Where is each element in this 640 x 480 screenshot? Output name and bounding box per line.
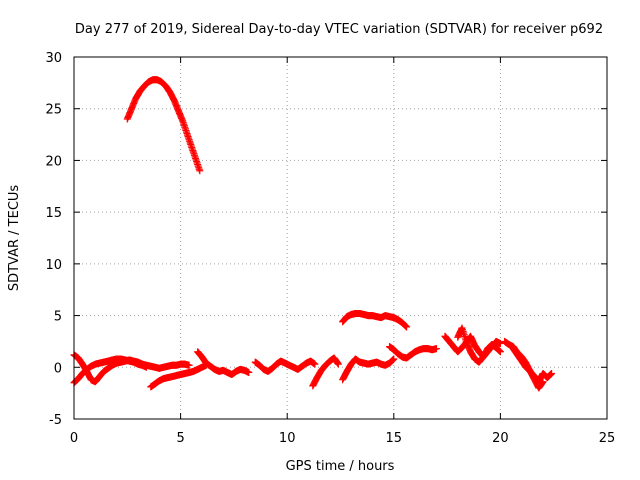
data-point: [403, 323, 411, 331]
data-point: [245, 368, 253, 376]
data-point: [548, 369, 556, 377]
y-tick-label: 25: [45, 103, 62, 118]
x-tick-label: 15: [386, 431, 403, 446]
x-tick-labels: 0 5 10 15 20 25: [70, 431, 615, 446]
y-tick-label: 20: [45, 154, 62, 169]
data-point: [496, 339, 504, 347]
data-points: [70, 76, 556, 392]
y-tick-label: 30: [45, 51, 62, 66]
y-tick-label: 0: [54, 361, 62, 376]
x-tick-label: 10: [279, 431, 296, 446]
x-axis-label: GPS time / hours: [286, 459, 395, 474]
data-point: [311, 360, 319, 368]
y-tick-labels: -5 0 5 10 15 20 25 30: [45, 51, 62, 428]
data-point: [142, 363, 150, 371]
x-tick-label: 0: [70, 431, 78, 446]
data-point: [496, 348, 504, 356]
y-tick-label: 5: [54, 310, 62, 325]
axis-ticks: [73, 56, 608, 420]
x-tick-label: 5: [176, 431, 184, 446]
grid-lines: [74, 57, 607, 419]
chart-title: Day 277 of 2019, Sidereal Day-to-day VTE…: [75, 22, 603, 37]
data-point: [334, 360, 342, 368]
data-point: [185, 361, 193, 369]
data-point: [539, 378, 547, 386]
data-point: [432, 345, 440, 353]
plot-frame: [73, 56, 608, 420]
x-tick-label: 25: [599, 431, 616, 446]
data-point: [390, 355, 398, 363]
y-tick-label: 10: [45, 258, 62, 273]
y-tick-label: 15: [45, 206, 62, 221]
y-axis-label: SDTVAR / TECUs: [7, 185, 22, 292]
y-tick-label: -5: [49, 413, 62, 428]
data-point: [196, 167, 204, 175]
x-tick-label: 20: [492, 431, 509, 446]
